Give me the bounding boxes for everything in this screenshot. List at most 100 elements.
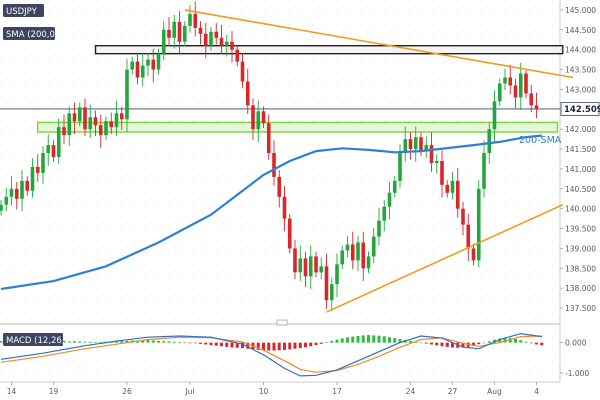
candle [214,23,219,45]
candle-body [51,145,56,158]
candle [293,239,297,280]
macd-panel-background [0,326,560,382]
macd-histogram-bar [115,341,118,343]
candle-body [492,101,497,130]
candle-body [104,121,108,136]
candle-body [209,31,213,46]
candle [503,68,507,91]
macd-histogram-bar [0,341,3,343]
candle-body [230,41,234,50]
x-tick-label: 27 [448,387,458,396]
candle [461,201,465,236]
candle-body [245,81,250,106]
macd-badge[interactable]: MACD (12,26,9) [3,333,73,346]
macd-histogram-bar [199,342,202,344]
y-tick-label: 137.500 [565,304,596,313]
macd-histogram-bar [346,337,349,343]
candle-body [466,224,471,249]
candle-body [146,59,150,66]
y-tick-label: 140.000 [565,205,596,214]
candle-body [188,13,192,26]
candle [392,176,397,198]
candle [72,102,77,134]
candle-body [114,113,119,128]
y-tick-label: 144.000 [565,46,596,55]
y-tick-label: 139.000 [565,244,596,253]
candle [135,52,140,85]
candle [224,34,229,57]
macd-histogram-bar [178,342,181,343]
candle-body [429,145,434,163]
sma-200-line [0,134,542,291]
candle [492,90,497,142]
candle-body [140,65,145,78]
macd-histogram-bar [424,342,428,344]
candle [51,140,56,162]
candle [167,17,171,47]
macd-histogram-bar [83,341,87,343]
candle [235,44,240,67]
candle [88,104,93,138]
candle-body [125,69,129,120]
candle-body [387,192,392,207]
candle [125,58,129,132]
candle [508,64,513,95]
candle [335,253,339,297]
candle-body [30,166,35,191]
y-tick-label: 141.500 [565,145,596,154]
macd-histogram-bar [435,342,439,346]
support-trendline [326,204,564,313]
candle-body [266,123,271,154]
macd-histogram-bar [514,339,517,343]
candle-body [371,236,376,257]
candle [83,98,87,136]
candles-layer [0,1,539,311]
candle-body [261,111,266,124]
candle [177,11,182,55]
panel-resize-handle[interactable] [276,319,288,326]
candle [67,106,72,146]
y-tick-label: 138.500 [565,264,596,273]
candle [445,180,450,198]
candle-body [293,248,297,273]
candle-body [524,73,528,94]
macd-histogram-bar [141,340,145,343]
indicator-badge[interactable]: SMA (200,0) [3,27,58,40]
macd-histogram-bar [377,335,381,343]
candle-body [203,33,208,46]
macd-histogram-bar [94,342,97,343]
macd-signal-line [0,335,542,373]
macd-histogram-bar [304,342,307,348]
macd-histogram-bar [319,342,323,344]
macd-histogram-bar [430,342,433,345]
candle-body [450,180,455,193]
candle-body [56,127,61,158]
macd-histogram-bar [293,342,297,349]
macd-histogram-bar [493,339,496,343]
symbol-badge[interactable]: USDJPY [3,4,44,17]
candle [277,170,282,208]
candle [266,114,271,160]
candle [35,154,40,182]
macd-histogram-bar [440,342,444,347]
y-tick-label: 141.000 [565,165,596,174]
candle [230,31,234,63]
candle-body [151,59,156,70]
lower-zone [37,121,559,133]
candle-body [329,284,334,301]
candle [377,207,381,246]
candle-body [219,37,224,46]
candle [408,132,413,160]
candle-body [513,85,518,98]
candle [9,176,14,206]
macd-histogram-bar [73,341,76,343]
macd-histogram-bar [314,342,318,346]
macd-histogram-bar [508,338,512,343]
candle-body [9,188,14,197]
candle [109,112,114,134]
macd-histogram-bar [62,340,66,343]
candle [130,56,135,75]
macd-histogram-bar [529,342,533,344]
candle-body [487,129,492,154]
macd-histogram-bar [204,342,208,345]
